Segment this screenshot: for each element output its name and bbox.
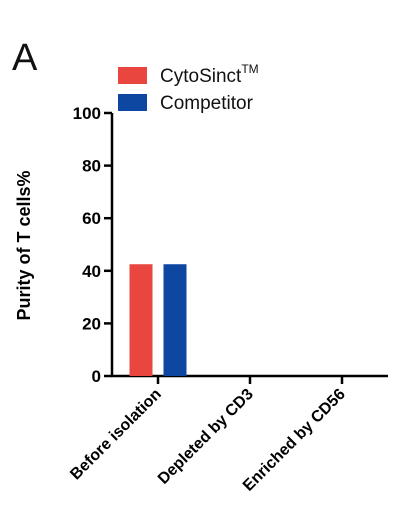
y-tick-label: 0 — [92, 367, 101, 386]
legend-label: Competitor — [160, 93, 254, 114]
y-tick-label: 40 — [82, 262, 101, 281]
legend: CytoSinctTM Competitor — [118, 62, 259, 114]
panel-label: A — [12, 37, 38, 79]
legend-swatch — [118, 67, 147, 84]
bar-competitor-0 — [163, 264, 187, 376]
y-axis-label: Purity of T cells% — [14, 170, 34, 320]
x-tick-label: Depleted by CD3 — [155, 386, 257, 488]
x-tick-label: Enriched by CD56 — [240, 386, 349, 495]
bars — [129, 264, 187, 376]
legend-label: CytoSinctTM — [160, 62, 259, 87]
y-tick-label: 20 — [82, 314, 101, 333]
y-ticks: 0 20 40 60 80 100 — [73, 104, 112, 386]
legend-swatch — [118, 94, 147, 111]
y-tick-label: 100 — [73, 104, 101, 123]
y-tick-label: 80 — [82, 157, 101, 176]
y-tick-label: 60 — [82, 209, 101, 228]
x-tick-label: Before isolation — [67, 386, 165, 484]
bar-cytosinct-0 — [129, 264, 153, 376]
